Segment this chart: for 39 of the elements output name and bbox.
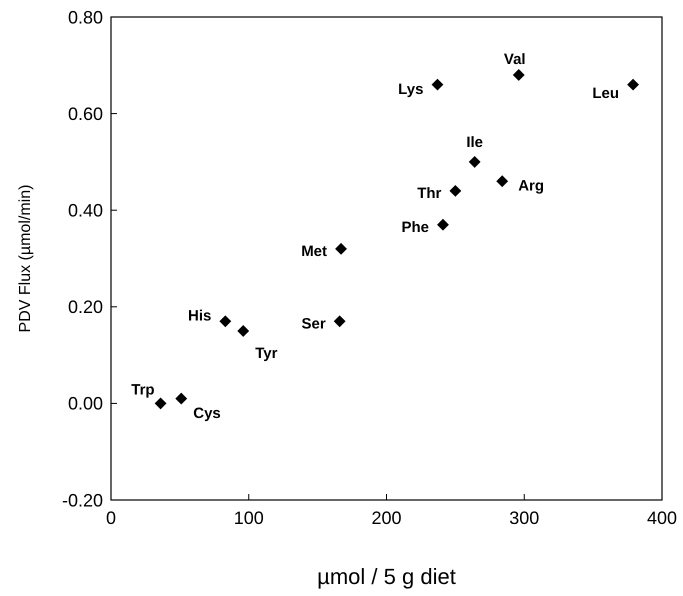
annotation: Arg bbox=[518, 177, 544, 194]
y-tick-label: -0.20 bbox=[62, 490, 103, 510]
point bbox=[627, 78, 639, 91]
point bbox=[449, 184, 462, 197]
annotation: Tyr bbox=[255, 345, 278, 362]
point bbox=[154, 397, 167, 410]
annotation: Met bbox=[301, 243, 328, 260]
annotation: Phe bbox=[401, 218, 429, 236]
annotation: His bbox=[188, 308, 212, 325]
x-tick-label: 0 bbox=[106, 508, 116, 528]
point bbox=[496, 175, 508, 188]
point bbox=[175, 392, 188, 404]
x-tick-label: 100 bbox=[234, 508, 264, 528]
annotation: Cys bbox=[193, 404, 221, 422]
point bbox=[432, 78, 444, 91]
annotation: Ser bbox=[301, 316, 326, 333]
annotation: Thr bbox=[417, 185, 442, 202]
x-axis-title: µmol / 5 g diet bbox=[317, 564, 456, 589]
annotation: Trp bbox=[131, 382, 155, 399]
point bbox=[334, 315, 346, 328]
y-axis-title: PDV Flux (µmol/min) bbox=[17, 184, 34, 332]
point bbox=[219, 315, 232, 328]
annotation: Ile bbox=[466, 134, 484, 152]
y-tick-label: 0.60 bbox=[68, 104, 103, 124]
y-tick-label: 0.80 bbox=[68, 7, 103, 28]
annotation: Val bbox=[504, 51, 526, 68]
x-tick-label: 400 bbox=[646, 508, 678, 528]
annotation: Lys bbox=[398, 80, 424, 98]
annotation: Leu bbox=[592, 84, 620, 102]
y-tick-label: 0.20 bbox=[68, 297, 103, 318]
point bbox=[468, 156, 481, 168]
point bbox=[512, 69, 525, 81]
point bbox=[237, 325, 250, 337]
x-tick-label: 200 bbox=[371, 508, 402, 528]
y-tick-label: 0.00 bbox=[68, 394, 103, 414]
y-tick-label: 0.40 bbox=[68, 200, 103, 220]
x-tick-label: 300 bbox=[509, 508, 540, 528]
point bbox=[437, 218, 449, 231]
point bbox=[335, 242, 347, 255]
